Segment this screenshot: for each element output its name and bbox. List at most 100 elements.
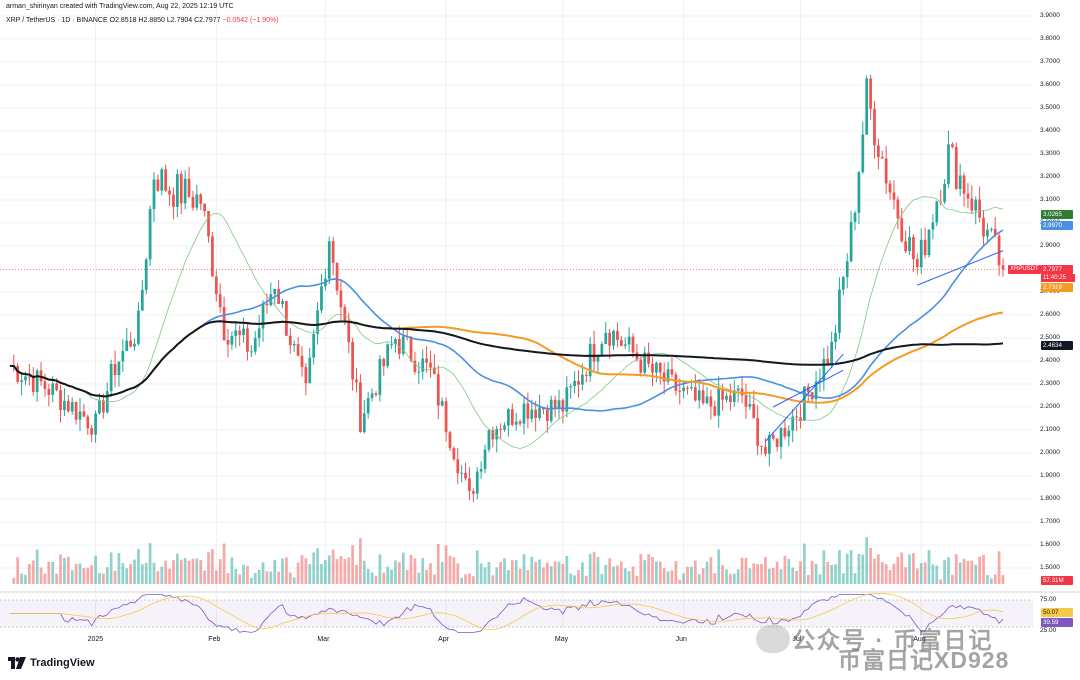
candle-body [125,340,129,351]
volume-bar [66,556,70,584]
volume-bar [912,553,915,584]
volume-bar [464,574,467,584]
candle-body [678,390,682,392]
candle-body [24,376,27,381]
volume-bar [503,558,506,584]
candle-body [183,178,187,204]
volume-bar [207,552,210,584]
candle-body [966,193,970,199]
volume-bar [137,549,140,584]
volume-bar [285,557,288,584]
volume-bar [78,563,82,584]
volume-bar [510,560,514,584]
volume-bar [90,565,94,584]
volume-bar [55,573,58,584]
volume-bar [997,551,1001,584]
volume-bar [709,557,713,584]
tradingview-logo[interactable]: TradingView [8,657,95,669]
volume-bar [211,549,214,584]
candle-body [791,416,795,431]
candle-body [366,398,370,414]
volume-bar [600,573,604,584]
candle-body [211,236,214,277]
candle-body [456,459,460,474]
candles [12,74,1005,503]
volume-bar [156,571,160,584]
time-tick-label: Mar [317,636,330,643]
bar-countdown: 11:40:25 [1041,274,1075,282]
candle-body [658,362,662,373]
candle-body [265,303,269,306]
symbol-name[interactable]: XRP / TetherUS · 1D · BINANCE [6,17,108,24]
price-tick-label: 2.5000 [1040,334,1060,341]
candle-body [744,395,748,407]
candle-body [487,430,491,450]
volume-bar [199,559,203,584]
candle-body [382,358,386,367]
volume-bar [125,568,129,584]
candle-body [386,344,390,367]
candle-body [639,359,643,373]
volume-bar [865,537,869,584]
volume-bar [752,563,756,584]
volume-bar [686,566,689,584]
candle-body [483,449,487,470]
price-tick-label: 3.2000 [1040,173,1060,180]
volume-bar [522,554,526,584]
candle-body [503,425,506,430]
rsi-upper-label: 75.00 [1040,596,1057,603]
candle-body [409,336,413,361]
price-tick-label: 3.8000 [1040,35,1060,42]
candle-body [117,361,121,376]
watermark: 公众号 · 币富日记 币富日记XD928 [752,615,1080,677]
candle-body [339,290,343,308]
candle-body [647,352,650,364]
volume-bar [612,566,615,584]
candle-body [803,386,806,421]
volume-bar [616,565,619,584]
candle-body [74,402,78,420]
volume-bar [954,554,958,584]
candle-body [616,330,619,340]
volume-bar [323,560,327,584]
volume-bar [565,556,569,584]
candle-body [814,381,818,400]
candle-body [491,430,495,440]
volume-bar [721,565,724,584]
volume-bar [288,572,292,584]
candle-body [686,387,689,389]
volume-bar [682,573,686,584]
volume-bar [183,557,187,584]
volume-bar [693,560,697,584]
candle-body [915,259,919,268]
volume-bar [853,573,857,584]
candle-body [670,369,674,375]
candle-body [242,328,245,335]
candle-body [697,390,701,401]
candle-body [59,390,62,411]
candle-body [522,403,526,424]
candle-body [604,332,608,344]
candle-body [51,383,55,395]
candle-body [417,371,421,373]
volume-bar [31,560,35,584]
candle-body [982,217,985,237]
volume-bar [226,573,230,584]
volume-bar [670,570,674,584]
candle-body [471,491,475,494]
time-tick-label: Aug [913,636,926,643]
volume-bar [483,567,487,584]
candle-body [904,241,907,252]
candle-body [623,344,627,346]
price-tick-label: 3.7000 [1040,58,1060,65]
volume-bar [374,575,378,584]
volume-bar [542,567,545,584]
symbol-header: XRP / TetherUS · 1D · BINANCE O2.8518 H2… [6,17,279,24]
chart-credit: arman_shirinyan created with TradingView… [6,3,234,10]
volume-bar [892,563,896,584]
volume-bar [109,552,113,584]
volume-bar [234,568,238,584]
candle-body [569,386,573,388]
volume-bar [830,565,834,584]
